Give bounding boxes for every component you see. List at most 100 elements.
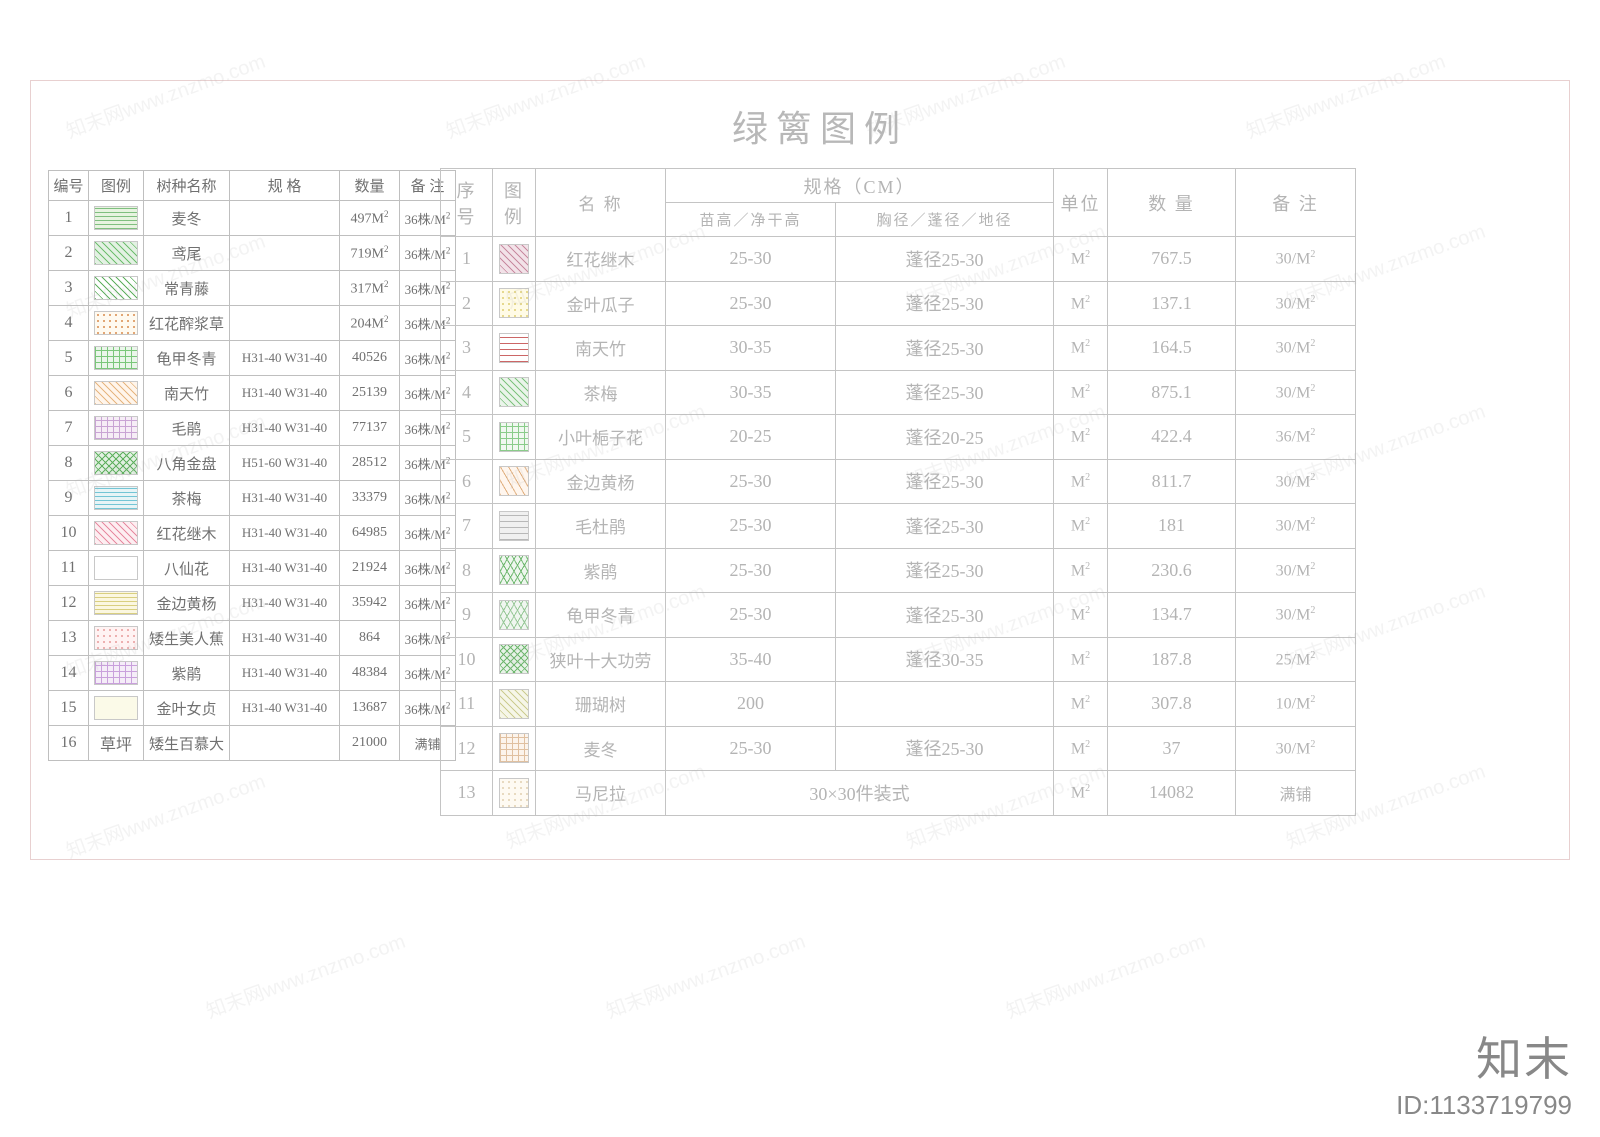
cell-qty: 28512 [340, 446, 400, 481]
cell-d: 蓬径30-35 [836, 637, 1054, 682]
cell-legend [89, 446, 144, 481]
cell-legend [493, 593, 536, 638]
legend-swatch [94, 591, 138, 615]
cell-h: 25-30 [666, 281, 836, 326]
cell-qty: 35942 [340, 586, 400, 621]
left-table-head: 编号 图例 树种名称 规 格 数量 备 注 [49, 171, 456, 201]
table-row: 3常青藤317M236株/M2 [49, 271, 456, 306]
cell-name: 龟甲冬青 [144, 341, 230, 376]
table-row: 14紫鹃H31-40 W31-404838436株/M2 [49, 656, 456, 691]
cell-note: 满铺 [1236, 771, 1356, 816]
cell-legend [89, 236, 144, 271]
cell-unit: M2 [1054, 326, 1108, 371]
cell-no: 13 [441, 771, 493, 816]
cell-no: 3 [49, 271, 89, 306]
cell-d: 蓬径25-30 [836, 726, 1054, 771]
legend-swatch [499, 511, 529, 541]
cell-h: 25-30 [666, 593, 836, 638]
rth-qty: 数 量 [1108, 169, 1236, 237]
cell-spec: H31-40 W31-40 [230, 481, 340, 516]
cell-spec: H31-40 W31-40 [230, 586, 340, 621]
legend-swatch [499, 600, 529, 630]
right-table-head: 序号 图例 名 称 规格（CM） 单位 数 量 备 注 苗高／净干高 胸径／蓬径… [441, 169, 1356, 237]
rth-name: 名 称 [536, 169, 666, 237]
lth-legend: 图例 [89, 171, 144, 201]
cell-no: 3 [441, 326, 493, 371]
table-row: 13矮生美人蕉H31-40 W31-4086436株/M2 [49, 621, 456, 656]
cell-no: 11 [441, 682, 493, 727]
watermark-text: 知末网www.znzmo.com [1001, 925, 1208, 1024]
cell-name: 毛鹃 [144, 411, 230, 446]
legend-swatch [94, 521, 138, 545]
cell-qty: 307.8 [1108, 682, 1236, 727]
legend-swatch [499, 333, 529, 363]
cell-name: 紫鹃 [144, 656, 230, 691]
cell-qty: 497M2 [340, 201, 400, 236]
cell-legend [89, 341, 144, 376]
cell-spec [230, 271, 340, 306]
cell-d: 蓬径25-30 [836, 504, 1054, 549]
cell-name: 茶梅 [536, 370, 666, 415]
right-table: 序号 图例 名 称 规格（CM） 单位 数 量 备 注 苗高／净干高 胸径／蓬径… [440, 168, 1356, 816]
cell-name: 红花继木 [144, 516, 230, 551]
cell-no: 1 [441, 237, 493, 282]
cell-note: 30/M2 [1236, 237, 1356, 282]
cell-note: 36/M2 [1236, 415, 1356, 460]
cell-legend [493, 281, 536, 326]
cell-qty: 767.5 [1108, 237, 1236, 282]
cell-legend [493, 548, 536, 593]
cell-spec: H51-60 W31-40 [230, 446, 340, 481]
cell-no: 12 [441, 726, 493, 771]
watermark-logo: 知末 [1476, 1023, 1572, 1089]
cell-h: 30-35 [666, 326, 836, 371]
cell-name: 南天竹 [536, 326, 666, 371]
table-row: 1麦冬497M236株/M2 [49, 201, 456, 236]
cell-spec [230, 201, 340, 236]
cell-spec [230, 306, 340, 341]
cell-name: 马尼拉 [536, 771, 666, 816]
cell-legend [493, 504, 536, 549]
table-row: 12金边黄杨H31-40 W31-403594236株/M2 [49, 586, 456, 621]
cell-qty: 230.6 [1108, 548, 1236, 593]
cell-qty: 137.1 [1108, 281, 1236, 326]
cell-name: 麦冬 [536, 726, 666, 771]
legend-swatch [499, 644, 529, 674]
cell-spec: H31-40 W31-40 [230, 376, 340, 411]
cell-note: 30/M2 [1236, 370, 1356, 415]
legend-swatch [94, 696, 138, 720]
cell-note: 30/M2 [1236, 504, 1356, 549]
cell-no: 4 [441, 370, 493, 415]
cell-legend [493, 237, 536, 282]
legend-swatch [499, 733, 529, 763]
cell-legend [89, 411, 144, 446]
cell-h: 20-25 [666, 415, 836, 460]
lth-spec: 规 格 [230, 171, 340, 201]
legend-swatch [94, 451, 138, 475]
cell-h: 25-30 [666, 726, 836, 771]
cell-unit: M2 [1054, 548, 1108, 593]
cell-h: 30-35 [666, 370, 836, 415]
cell-unit: M2 [1054, 726, 1108, 771]
cell-no: 7 [441, 504, 493, 549]
cell-spec: H31-40 W31-40 [230, 621, 340, 656]
table-row: 6南天竹H31-40 W31-402513936株/M2 [49, 376, 456, 411]
table-row: 9茶梅H31-40 W31-403337936株/M2 [49, 481, 456, 516]
rth-unit: 单位 [1054, 169, 1108, 237]
cell-qty: 134.7 [1108, 593, 1236, 638]
cell-qty: 64985 [340, 516, 400, 551]
cell-name: 金边黄杨 [144, 586, 230, 621]
table-row: 3南天竹30-35蓬径25-30M2164.530/M2 [441, 326, 1356, 371]
cell-spec: H31-40 W31-40 [230, 656, 340, 691]
rth-no: 序号 [441, 169, 493, 237]
cell-legend [89, 586, 144, 621]
cell-legend [89, 481, 144, 516]
cell-name: 毛杜鹃 [536, 504, 666, 549]
cell-name: 珊瑚树 [536, 682, 666, 727]
cell-no: 5 [441, 415, 493, 460]
cell-name: 金叶瓜子 [536, 281, 666, 326]
cell-no: 1 [49, 201, 89, 236]
cell-name: 小叶梔子花 [536, 415, 666, 460]
cell-qty: 33379 [340, 481, 400, 516]
table-row: 11珊瑚树200M2307.810/M2 [441, 682, 1356, 727]
legend-swatch [94, 346, 138, 370]
